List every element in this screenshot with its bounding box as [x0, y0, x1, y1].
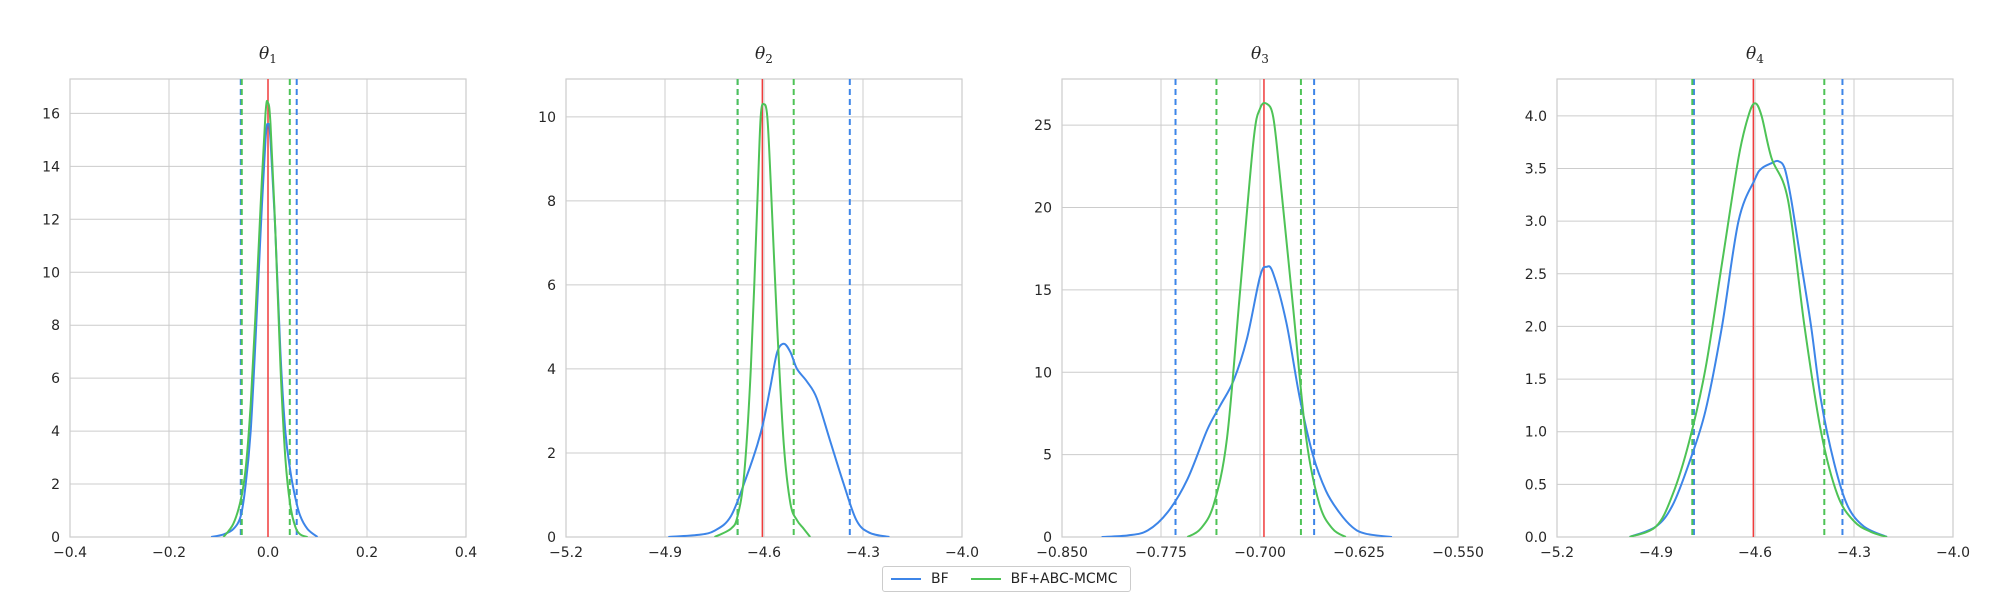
axes-frame [1556, 78, 1954, 538]
y-tick-label: 10 [538, 110, 556, 126]
x-tick-label: −4.6 [1738, 545, 1772, 561]
y-tick-label: 1.0 [1525, 425, 1547, 441]
x-tick-label: −5.2 [1540, 545, 1574, 561]
y-tick-label: 10 [1034, 365, 1052, 381]
axes-frame [565, 78, 963, 538]
y-tick-label: 25 [1034, 118, 1052, 134]
density-curve-bf [668, 342, 890, 537]
x-tick-label: 0.4 [455, 545, 477, 561]
density-curve-bf [1101, 265, 1393, 537]
x-tick-label: −0.700 [1234, 545, 1286, 561]
y-tick-label: 4 [547, 362, 556, 378]
density-curve-bf-abc-mcmc [1186, 101, 1347, 537]
x-tick-label: −0.2 [152, 545, 186, 561]
y-tick-label: 5 [1043, 448, 1052, 464]
legend-swatch-bf-abc-mcmc [970, 578, 1001, 580]
x-tick-label: −0.625 [1333, 545, 1385, 561]
legend-label-bf-abc-mcmc: BF+ABC-MCMC [1010, 571, 1118, 587]
legend: BF BF+ABC-MCMC [882, 566, 1131, 592]
x-tick-label: −4.0 [1936, 545, 1970, 561]
y-tick-label: 10 [42, 265, 60, 281]
density-curve-bf [1629, 159, 1888, 537]
y-tick-label: 12 [42, 212, 60, 228]
y-tick-label: 1.5 [1525, 372, 1547, 388]
x-tick-label: −4.6 [747, 545, 781, 561]
y-tick-label: 14 [42, 159, 60, 175]
x-tick-label: −4.9 [648, 545, 682, 561]
y-tick-label: 6 [51, 371, 60, 387]
x-tick-label: −0.550 [1432, 545, 1484, 561]
x-tick-label: −4.3 [1837, 545, 1871, 561]
panel-3: −0.850 −0.775 −0.700 −0.625 −0.550 0 5 10 15 20 25… [1034, 44, 1484, 561]
x-tick-label: −4.9 [1639, 545, 1673, 561]
density-curve-bf-abc-mcmc [222, 99, 308, 537]
x-tick-label: 0.2 [356, 545, 378, 561]
y-tick-label: 16 [42, 106, 60, 122]
y-tick-label: 15 [1034, 283, 1052, 299]
panel-title: θ3 [1251, 44, 1269, 66]
density-curve-bf [210, 122, 319, 537]
x-tick-label: −5.2 [549, 545, 583, 561]
panel-title: θ2 [755, 44, 773, 66]
y-tick-label: 2.5 [1525, 267, 1547, 283]
legend-swatch-bf [891, 578, 921, 580]
y-tick-label: 2 [547, 446, 556, 462]
panel-2: −5.2 −4.9 −4.6 −4.3 −4.0 0 2 4 6 8 10 θ2 [538, 44, 979, 561]
y-tick-label: 4 [51, 424, 60, 440]
x-tick-label: −0.4 [53, 545, 87, 561]
y-tick-label: 0 [1043, 530, 1052, 546]
legend-item-bf: BF [891, 571, 949, 587]
axes-frame [1061, 78, 1459, 538]
density-curve-bf-abc-mcmc [714, 102, 811, 537]
y-tick-label: 8 [547, 194, 556, 210]
y-tick-label: 0.5 [1525, 477, 1547, 493]
y-tick-label: 20 [1034, 201, 1052, 217]
y-tick-label: 8 [51, 318, 60, 334]
y-tick-label: 2 [51, 477, 60, 493]
y-tick-label: 0.0 [1525, 530, 1547, 546]
x-tick-label: −0.775 [1135, 545, 1187, 561]
y-tick-label: 0 [51, 530, 60, 546]
y-tick-label: 2.0 [1525, 319, 1547, 335]
y-tick-label: 4.0 [1525, 109, 1547, 125]
x-tick-label: −0.850 [1036, 545, 1088, 561]
panel-title: θ4 [1746, 44, 1764, 66]
y-tick-label: 3.0 [1525, 214, 1547, 230]
y-tick-label: 6 [547, 278, 556, 294]
x-tick-label: −4.0 [945, 545, 979, 561]
x-tick-label: −4.3 [846, 545, 880, 561]
panel-1: −0.4 −0.2 0.0 0.2 0.4 0 2 4 6 8 10 12 14 16 θ1 [42, 44, 477, 561]
panel-title: θ1 [259, 44, 277, 66]
x-tick-label: 0.0 [257, 545, 279, 561]
legend-label-bf: BF [931, 571, 949, 587]
panel-4: −5.2 −4.9 −4.6 −4.3 −4.0 0.0 0.5 1.0 1.5 2.0 2.5 3.… [1525, 44, 1970, 561]
y-tick-label: 0 [547, 530, 556, 546]
y-tick-label: 3.5 [1525, 161, 1547, 177]
density-curve-bf-abc-mcmc [1629, 102, 1888, 537]
legend-item-bf-abc-mcmc: BF+ABC-MCMC [970, 571, 1118, 587]
